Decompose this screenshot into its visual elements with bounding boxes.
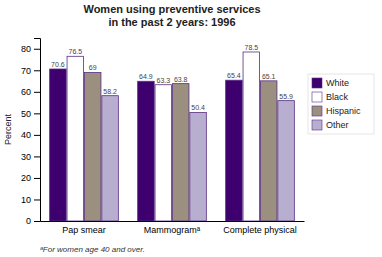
tick: 30 [21,152,40,162]
bar [243,52,260,221]
tick: 40 [21,130,40,140]
legend-item: Other [312,120,349,130]
legend-label: White [326,78,349,88]
data-label: 63.3 [156,77,170,84]
legend-swatch [312,120,322,130]
legend-swatch [312,78,322,88]
tick-label: Pap smear [62,225,106,235]
legend-label: Hispanic [326,106,361,116]
legend-frame [308,74,374,134]
data-label: 65.4 [227,72,241,79]
legend-swatch [312,92,322,102]
tick-mark [34,49,40,50]
tick-label: 40 [21,130,31,140]
tick: 60 [21,87,40,97]
tick-label: 70 [21,66,31,76]
title: Women using preventive servicesin the pa… [83,3,260,28]
bar [155,85,172,221]
data-label: 63.8 [174,76,188,83]
x-axis: Pap smear Mammogramᵃ Complete physical [41,221,305,235]
data-label: 64.9 [139,73,153,80]
legend-item: Black [312,92,349,102]
tick-mark [34,199,40,200]
tick-mark [34,156,40,157]
data-label: 69 [89,64,97,71]
legend-swatch [312,106,322,116]
tick: 10 [21,195,40,205]
bar [278,101,295,221]
tick: 20 [21,173,40,183]
plot: 0 10 20 30 40 50 60 70 80 Pap smear Mammogramᵃ Comp… [21,39,305,236]
chart: Women using preventive servicesin the pa… [0,0,382,257]
y-axis-label: Percent [3,113,13,145]
axis-line [41,221,305,222]
tick-label: 50 [21,109,31,119]
bar [226,80,243,221]
tick: Mammogramᵃ [144,221,201,235]
tick-label: Complete physical [223,225,297,235]
tick-mark [34,135,40,136]
data-label: 76.5 [68,48,82,55]
tick-mark [34,178,40,179]
tick: 50 [21,109,40,119]
legend-item: Hispanic [312,106,361,116]
title-line: Women using preventive services [83,3,260,15]
data-labels: 70.6 64.9 65.4 76.5 63.3 78.5 69 63.8 65.1 58.2 50… [51,44,293,111]
tick-mark [34,92,40,93]
bar [172,84,189,221]
tick-label: Mammogramᵃ [144,225,201,235]
tick-label: 0 [26,216,31,226]
tick: Pap smear [62,221,106,235]
tick-label: 30 [21,152,31,162]
data-label: 65.1 [262,73,276,80]
legend-label: Other [326,120,349,130]
bar [190,112,207,221]
axis-line [34,39,41,222]
tick-label: 10 [21,195,31,205]
tick-mark [34,113,40,114]
data-label: 55.9 [279,93,293,100]
bar [260,81,277,221]
tick: Complete physical [223,221,297,235]
data-label: 50.4 [191,104,205,111]
tick-mark [34,221,40,222]
legend-label: Black [326,92,349,102]
tick: 70 [21,66,40,76]
tick-label: 60 [21,87,31,97]
bar [50,69,67,221]
bars [50,52,295,221]
tick: 0 [26,216,40,226]
legend-item: White [312,78,349,88]
data-label: 58.2 [103,88,117,95]
bar [138,81,155,221]
tick-label: 80 [21,44,31,54]
tick: 80 [21,44,40,54]
legend: White Black Hispanic Other [308,74,374,134]
bar [102,96,119,221]
tick-label: 20 [21,173,31,183]
footnote: ᵃFor women age 40 and over. [40,245,145,254]
tick-mark [34,70,40,71]
bar [84,72,101,221]
bar [67,56,84,221]
data-label: 70.6 [51,61,65,68]
data-label: 78.5 [244,44,258,51]
title-line: in the past 2 years: 1996 [108,16,235,28]
y-axis: 0 10 20 30 40 50 60 70 80 [21,39,41,227]
